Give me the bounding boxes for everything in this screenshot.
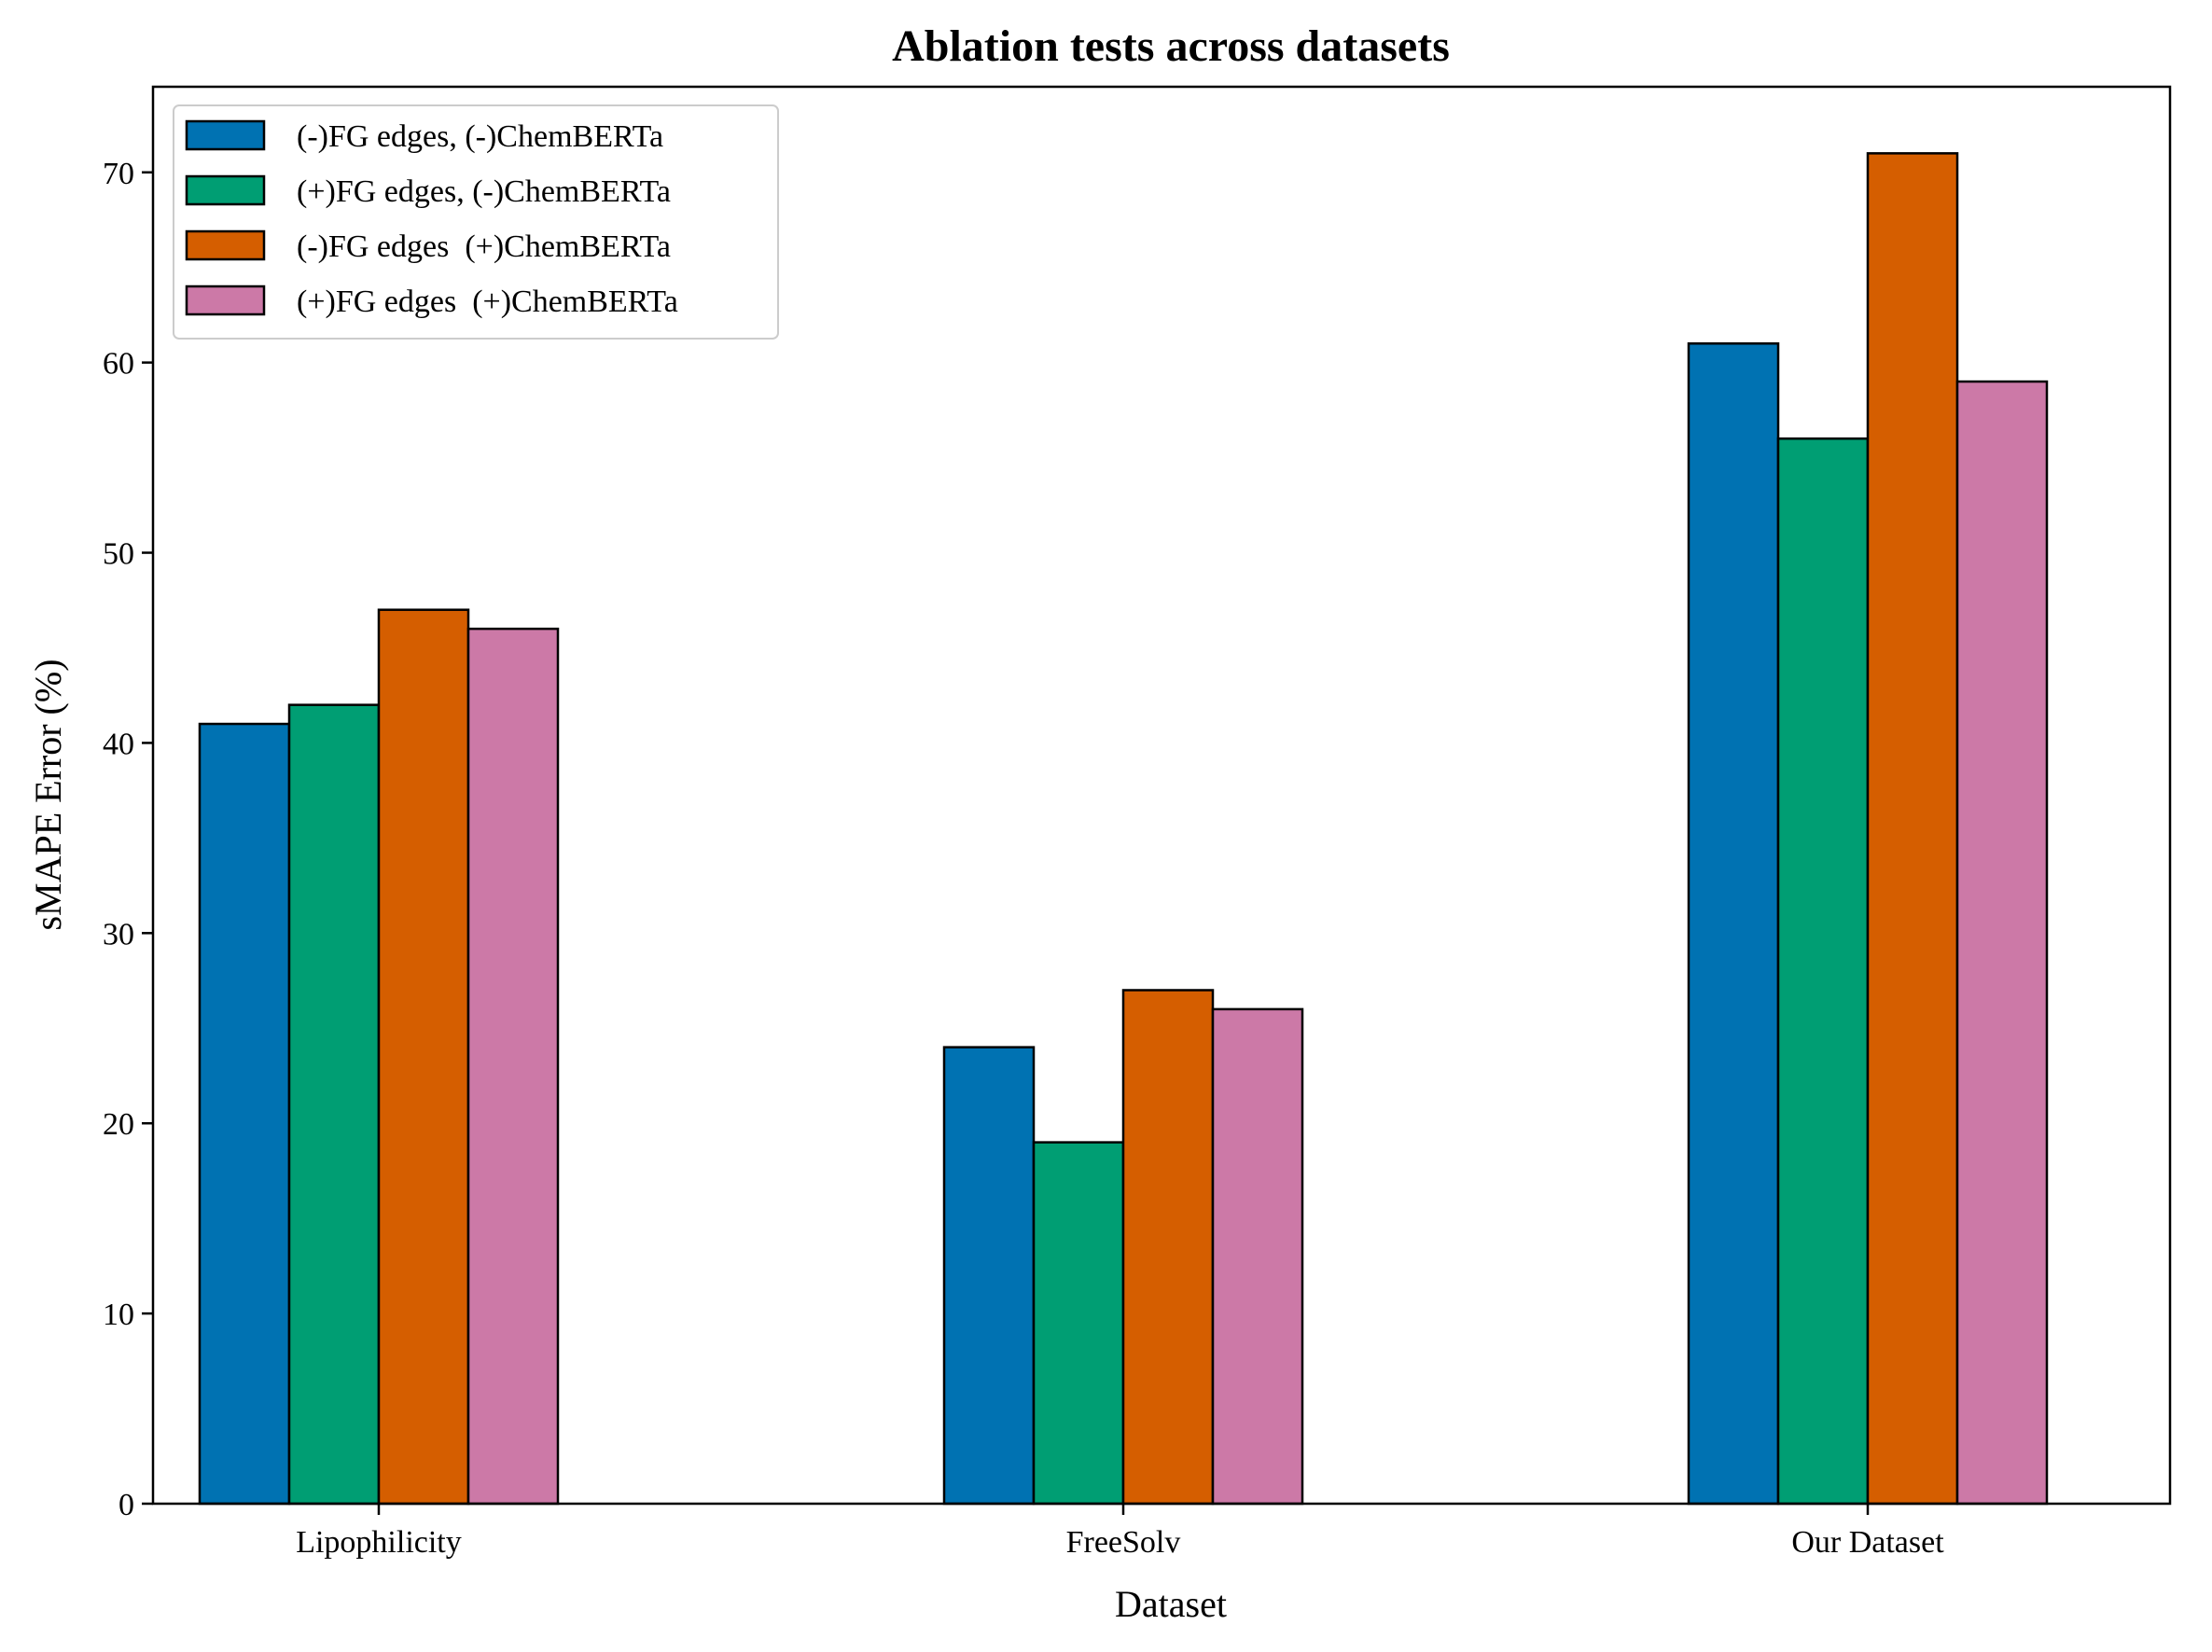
y-tick-label: 40 [103, 727, 134, 761]
y-tick-label: 0 [118, 1488, 134, 1522]
chart-title: Ablation tests across datasets [892, 21, 1450, 71]
legend-swatch-1 [185, 119, 266, 151]
x-axis-ticks: Lipophilicity FreeSolv Our Dataset [296, 1504, 1944, 1560]
legend-swatch-4 [185, 285, 266, 316]
bar-freesolv-series-1 [942, 1046, 1036, 1506]
x-tick-label: FreeSolv [1066, 1525, 1181, 1560]
y-axis-label: sMAPE Error (%) [27, 659, 69, 930]
y-tick-label: 60 [103, 347, 134, 382]
bar-freesolv-series-2 [1032, 1141, 1125, 1506]
legend-label-4: (+)FG edges (+)ChemBERTa [297, 285, 678, 319]
plot-frame [151, 85, 2172, 1506]
y-tick-label: 20 [103, 1107, 134, 1142]
x-tick-label: Lipophilicity [296, 1525, 462, 1560]
legend-label-3: (-)FG edges (+)ChemBERTa [297, 229, 671, 264]
legend-swatch-2 [185, 174, 266, 206]
legend-label-1: (-)FG edges, (-)ChemBERTa [297, 119, 663, 154]
bar-lipophilicity-series-1 [198, 722, 291, 1506]
bar-our-dataset-series-1 [1687, 342, 1780, 1506]
bar-our-dataset-series-3 [1866, 152, 1959, 1506]
bar-lipophilicity-series-4 [466, 627, 560, 1506]
bars-group [198, 152, 2049, 1506]
x-axis-label: Dataset [1115, 1583, 1227, 1625]
bar-our-dataset-series-2 [1776, 437, 1870, 1506]
bar-lipophilicity-series-3 [377, 608, 470, 1506]
y-tick-label: 70 [103, 157, 134, 191]
bar-freesolv-series-4 [1211, 1007, 1304, 1506]
bar-our-dataset-series-4 [1955, 380, 2049, 1506]
legend: (-)FG edges, (-)ChemBERTa (+)FG edges, (-… [173, 104, 779, 340]
y-axis-ticks: 0 10 20 30 40 50 60 70 [103, 157, 153, 1522]
legend-label-2: (+)FG edges, (-)ChemBERTa [297, 174, 671, 209]
legend-frame [173, 104, 779, 340]
x-tick-label: Our Dataset [1791, 1525, 1944, 1560]
legend-swatch-3 [185, 229, 266, 261]
y-tick-label: 30 [103, 917, 134, 951]
bar-lipophilicity-series-2 [287, 703, 381, 1506]
y-tick-label: 50 [103, 537, 134, 572]
bar-freesolv-series-3 [1121, 989, 1215, 1506]
y-tick-label: 10 [103, 1298, 134, 1332]
